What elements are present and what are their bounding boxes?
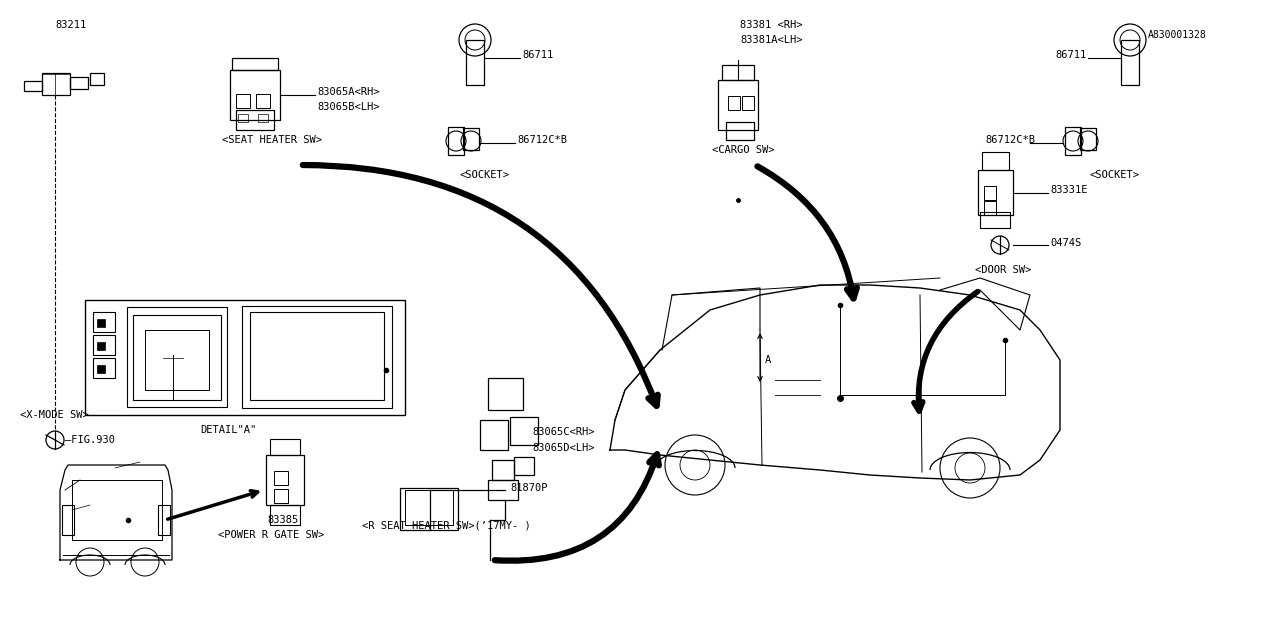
Text: <POWER R GATE SW>: <POWER R GATE SW> [218,530,324,540]
Bar [404,490,453,525]
Bar [1080,128,1096,150]
Bar [24,81,42,91]
Text: 83211: 83211 [55,20,86,30]
Bar [127,307,227,407]
Bar [984,186,996,200]
Bar [259,114,268,122]
Bar [256,94,270,108]
Bar [93,335,115,355]
Text: 86712C*B: 86712C*B [986,135,1036,145]
Bar [61,505,74,535]
Bar [980,212,1010,228]
Bar [274,471,288,485]
Text: 83065D<LH>: 83065D<LH> [532,443,594,453]
Text: 83065B<LH>: 83065B<LH> [317,102,379,112]
Text: A: A [765,355,772,365]
Text: <CARGO SW>: <CARGO SW> [712,145,774,155]
Bar [984,201,996,215]
FancyArrowPatch shape [914,292,978,411]
Bar [97,342,105,350]
Bar [133,315,221,400]
Text: 83065A<RH>: 83065A<RH> [317,87,379,97]
Text: 86711: 86711 [522,50,553,60]
Text: DETAIL"A": DETAIL"A" [200,425,256,435]
Bar [982,152,1009,170]
Bar [1065,127,1082,155]
Bar [230,70,280,120]
Bar [488,480,518,500]
Text: <X-MODE SW>: <X-MODE SW> [20,410,88,420]
Bar [726,122,754,140]
Bar [480,420,508,450]
Bar [236,110,274,130]
Text: 86711: 86711 [1055,50,1087,60]
Text: <SEAT HEATER SW>: <SEAT HEATER SW> [221,135,323,145]
Text: <R SEAT HEATER SW>(’17MY- ): <R SEAT HEATER SW>(’17MY- ) [362,520,531,530]
Bar [250,312,384,400]
Text: A830001328: A830001328 [1148,30,1207,40]
Bar [97,365,105,373]
Text: 83381A<LH>: 83381A<LH> [740,35,803,45]
Bar [722,65,754,80]
FancyArrowPatch shape [168,491,257,519]
Text: —FIG.930: —FIG.930 [65,435,115,445]
Bar [718,80,758,130]
Text: 83331E: 83331E [1050,185,1088,195]
Bar [488,378,524,410]
FancyArrowPatch shape [495,454,659,561]
Bar [492,460,515,480]
FancyArrowPatch shape [758,166,856,298]
Text: <SOCKET>: <SOCKET> [460,170,509,180]
Bar [97,319,105,327]
Bar [978,170,1012,215]
Bar [515,457,534,475]
Bar [448,127,465,155]
Text: 83381 <RH>: 83381 <RH> [740,20,803,30]
Bar [742,96,754,110]
Bar [236,94,250,108]
Text: 83065C<RH>: 83065C<RH> [532,427,594,437]
Bar [93,312,115,332]
Bar [463,128,479,150]
Bar [145,330,209,390]
Bar [1121,40,1139,85]
Bar [728,96,740,110]
Bar [93,358,115,378]
Text: <SOCKET>: <SOCKET> [1091,170,1140,180]
Bar [157,505,170,535]
Text: 0474S: 0474S [1050,238,1082,248]
Bar [90,73,104,85]
Bar [242,306,392,408]
FancyArrowPatch shape [303,165,658,406]
Bar [399,488,458,530]
Bar [466,40,484,85]
Bar [274,489,288,503]
Bar [238,114,248,122]
Bar [266,455,305,505]
Bar [270,439,300,455]
Bar [84,300,404,415]
Text: 81870P: 81870P [509,483,548,493]
Bar [509,417,538,445]
Bar [70,77,88,89]
Bar [42,73,70,95]
Bar [232,58,278,70]
Text: 86712C*B: 86712C*B [517,135,567,145]
Text: 83385: 83385 [268,515,298,525]
Bar [270,505,300,525]
Text: <DOOR SW>: <DOOR SW> [975,265,1032,275]
